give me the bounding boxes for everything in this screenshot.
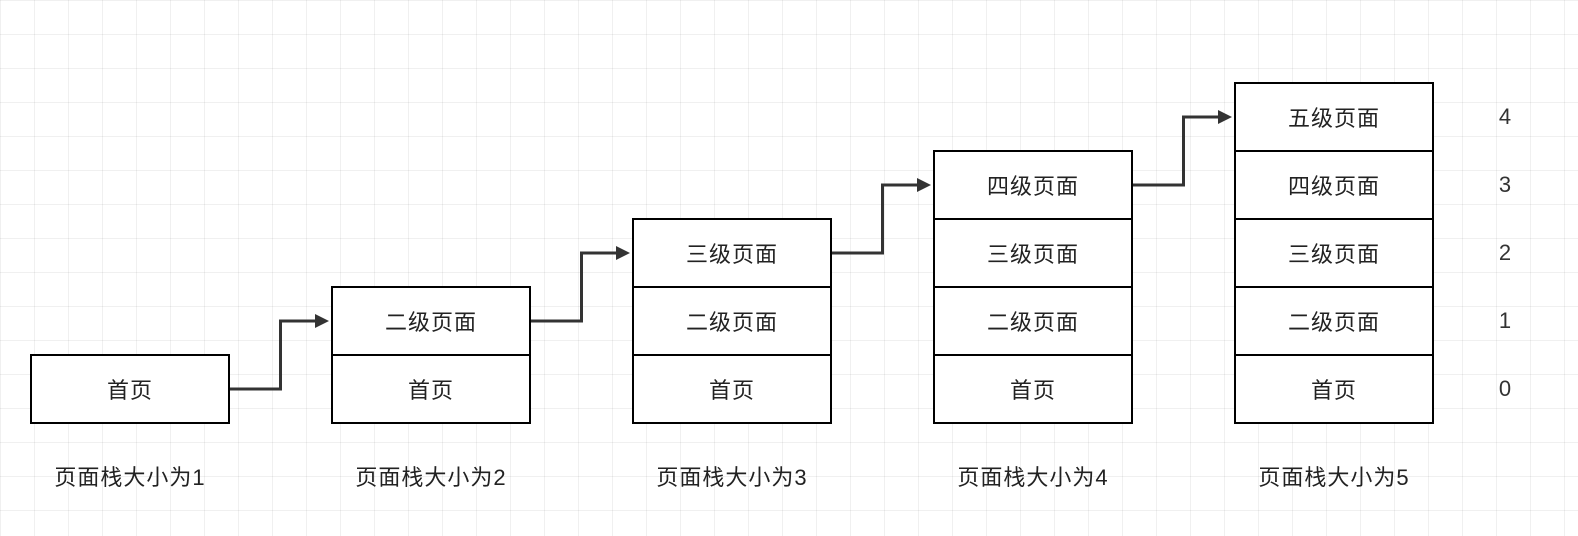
diagram-canvas: 首页页面栈大小为1二级页面首页页面栈大小为2三级页面二级页面首页页面栈大小为3四… (0, 0, 1578, 536)
arrow-4-to-5 (0, 0, 1578, 536)
